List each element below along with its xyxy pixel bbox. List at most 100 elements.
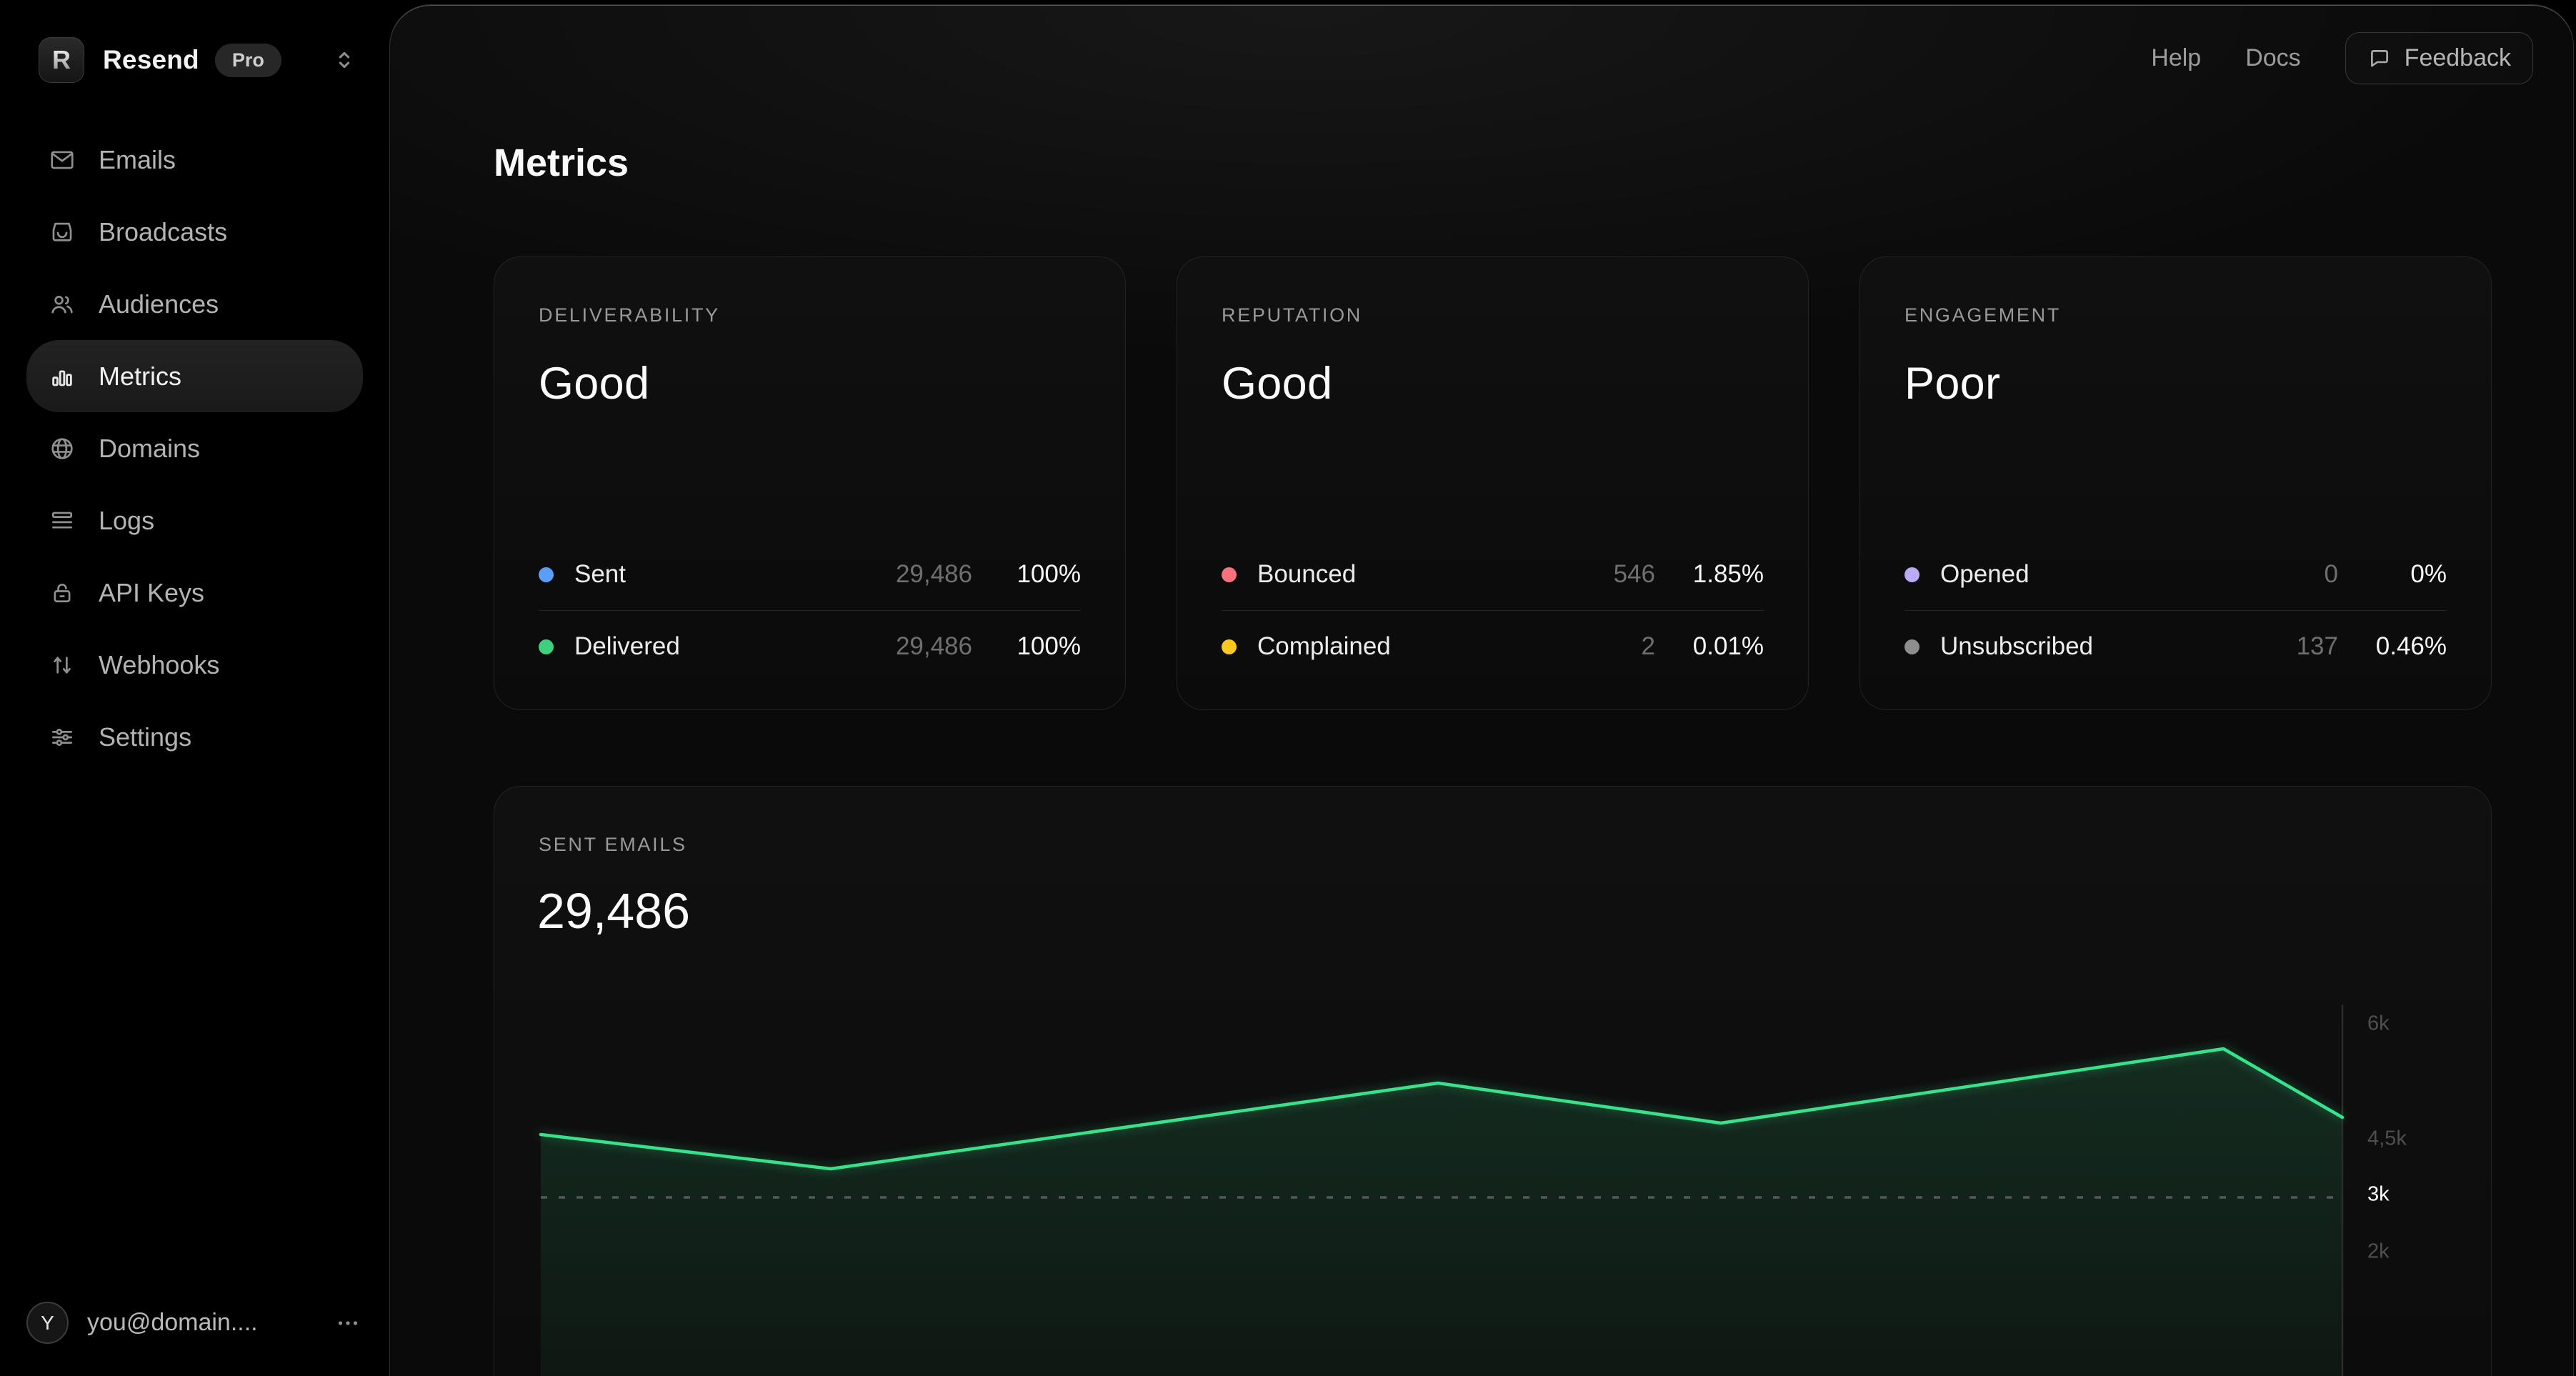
legend-dot <box>1222 639 1237 654</box>
card-category: REPUTATION <box>1222 304 1363 326</box>
feedback-button[interactable]: Feedback <box>2345 32 2533 84</box>
rows-icon <box>48 507 76 535</box>
sidebar-item-label: Webhooks <box>99 649 220 679</box>
stat-value: 29,486 <box>895 560 972 588</box>
sidebar-item-label: Logs <box>99 505 155 535</box>
y-tick-6k: 6k <box>2367 1012 2390 1035</box>
legend-dot <box>539 567 554 582</box>
stat-label: Complained <box>1257 632 1391 660</box>
sidebar-item-label: API Keys <box>99 577 205 607</box>
people-icon <box>48 290 76 319</box>
card-status: Poor <box>1904 359 2001 409</box>
sidebar-item-emails[interactable]: Emails <box>26 124 363 196</box>
y-tick-2k: 2k <box>2367 1240 2390 1263</box>
stat-label: Delivered <box>574 632 680 660</box>
sent-emails-card: SENT EMAILS 29,486 6k 4,5k 3k 2k <box>494 786 2492 1376</box>
workspace-switcher[interactable]: R Resend Pro <box>39 37 356 83</box>
y-tick-4-5k: 4,5k <box>2367 1127 2407 1150</box>
card-status: Good <box>1222 359 1333 409</box>
sidebar-item-label: Emails <box>99 144 176 174</box>
chart-total: 29,486 <box>537 883 691 939</box>
stat-value: 137 <box>2296 632 2338 660</box>
plan-badge: Pro <box>214 43 281 77</box>
stat-row-complained: Complained 2 0.01% <box>1222 610 1764 682</box>
stat-row-unsubscribed: Unsubscribed 137 0.46% <box>1904 610 2447 682</box>
stat-label: Bounced <box>1257 560 1357 588</box>
topbar: Help Docs Feedback <box>2151 32 2533 84</box>
user-account[interactable]: Y you@domain.... <box>26 1302 363 1344</box>
ellipsis-icon[interactable] <box>333 1308 363 1338</box>
y-tick-3k: 3k <box>2367 1182 2390 1206</box>
sidebar-item-label: Audiences <box>99 289 219 319</box>
stat-percent: 0% <box>2410 560 2447 588</box>
engagement-card: ENGAGEMENT Poor Opened 0 0% Unsubscribed… <box>1859 256 2492 710</box>
card-category: ENGAGEMENT <box>1904 304 2062 326</box>
avatar: Y <box>26 1302 69 1344</box>
card-stats: Sent 29,486 100% Delivered 29,486 100% <box>539 539 1081 682</box>
sidebar-item-broadcasts[interactable]: Broadcasts <box>26 196 363 268</box>
card-category: DELIVERABILITY <box>539 304 720 326</box>
page-title: Metrics <box>494 141 629 184</box>
sidebar-item-logs[interactable]: Logs <box>26 484 363 557</box>
card-stats: Bounced 546 1.85% Complained 2 0.01% <box>1222 539 1764 682</box>
lock-icon <box>48 579 76 607</box>
chart-line <box>539 1047 2345 1171</box>
sliders-icon <box>48 723 76 752</box>
sidebar-item-label: Broadcasts <box>99 216 228 246</box>
stat-row-sent: Sent 29,486 100% <box>539 539 1081 610</box>
summary-cards: DELIVERABILITY Good Sent 29,486 100% Del… <box>494 256 2492 710</box>
sidebar-item-domains[interactable]: Domains <box>26 412 363 484</box>
main-panel: Help Docs Feedback Metrics DELIVERABILIT… <box>389 4 2574 1376</box>
card-stats: Opened 0 0% Unsubscribed 137 0.46% <box>1904 539 2447 682</box>
logo-letter: R <box>52 45 71 74</box>
resend-logo-icon: R <box>39 37 84 83</box>
arrows-up-down-icon <box>48 651 76 679</box>
broadcast-icon <box>48 218 76 246</box>
sidebar-item-webhooks[interactable]: Webhooks <box>26 629 363 701</box>
legend-dot <box>1222 567 1237 582</box>
feedback-label: Feedback <box>2404 44 2511 71</box>
stat-value: 546 <box>1613 560 1655 588</box>
sidebar-item-api-keys[interactable]: API Keys <box>26 557 363 629</box>
stat-row-bounced: Bounced 546 1.85% <box>1222 539 1764 610</box>
bar-chart-icon <box>48 362 76 391</box>
stat-percent: 0.01% <box>1692 632 1764 660</box>
sidebar-item-metrics[interactable]: Metrics <box>26 340 363 412</box>
chevron-up-down-icon[interactable] <box>332 48 356 72</box>
deliverability-card: DELIVERABILITY Good Sent 29,486 100% Del… <box>494 256 1126 710</box>
sidebar-item-audiences[interactable]: Audiences <box>26 268 363 340</box>
stat-percent: 100% <box>1017 632 1081 660</box>
stat-row-delivered: Delivered 29,486 100% <box>539 610 1081 682</box>
legend-dot <box>539 639 554 654</box>
stat-label: Sent <box>574 560 626 588</box>
chart-category: SENT EMAILS <box>539 834 687 855</box>
sidebar-item-label: Metrics <box>99 361 181 391</box>
mail-icon <box>48 146 76 174</box>
brand-name: Resend <box>103 45 199 74</box>
reputation-card: REPUTATION Good Bounced 546 1.85% Compla… <box>1177 256 1809 710</box>
sidebar: R Resend Pro Emails <box>0 0 389 1376</box>
user-email: you@domain.... <box>87 1309 258 1336</box>
chart-area-fill <box>541 1049 2342 1376</box>
chat-bubble-icon <box>2367 46 2392 71</box>
legend-dot <box>1904 639 1919 654</box>
sidebar-item-label: Settings <box>99 722 192 752</box>
sent-emails-area-chart <box>539 1004 2345 1376</box>
stat-row-opened: Opened 0 0% <box>1904 539 2447 610</box>
stat-label: Unsubscribed <box>1940 632 2093 660</box>
stat-value: 2 <box>1641 632 1655 660</box>
sidebar-item-settings[interactable]: Settings <box>26 701 363 773</box>
sidebar-nav: Emails Broadcasts Audi <box>0 124 389 773</box>
stat-percent: 100% <box>1017 560 1081 588</box>
card-status: Good <box>539 359 650 409</box>
stat-percent: 0.46% <box>2375 632 2447 660</box>
globe-icon <box>48 434 76 463</box>
stat-value: 29,486 <box>895 632 972 660</box>
sidebar-item-label: Domains <box>99 433 201 463</box>
help-link[interactable]: Help <box>2151 44 2202 71</box>
legend-dot <box>1904 567 1919 582</box>
stat-percent: 1.85% <box>1692 560 1764 588</box>
stat-value: 0 <box>2324 560 2338 588</box>
docs-link[interactable]: Docs <box>2245 44 2301 71</box>
